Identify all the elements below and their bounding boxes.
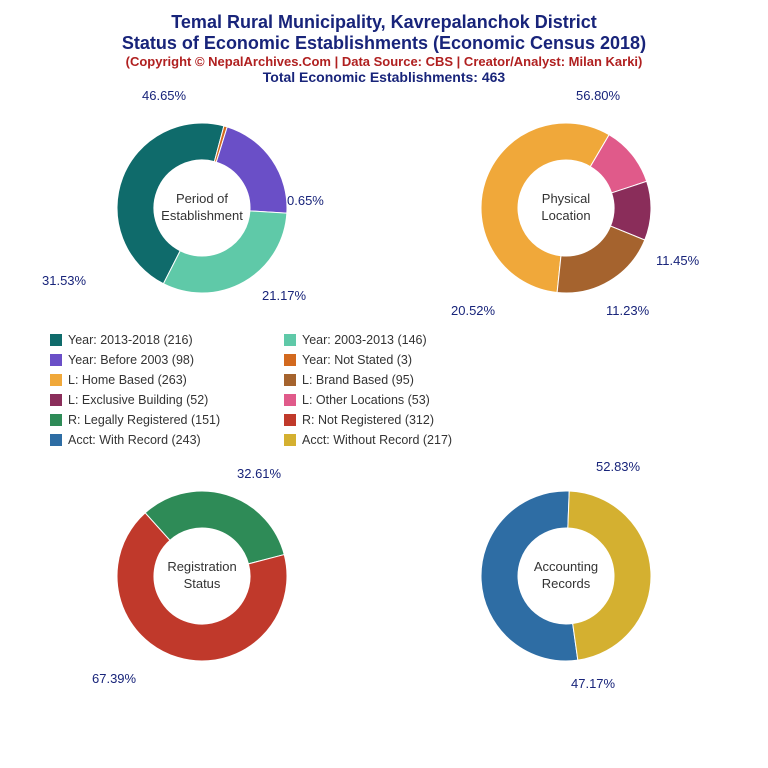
legend-item-5: L: Brand Based (95) [284, 373, 494, 387]
slice-location-3 [557, 226, 645, 293]
pct-label-period-1: 0.65% [287, 193, 324, 208]
title-line-1: Temal Rural Municipality, Kavrepalanchok… [20, 12, 748, 33]
legend-item-4: L: Home Based (263) [50, 373, 260, 387]
legend-label: Year: Not Stated (3) [302, 353, 412, 367]
pct-label-registration-0: 32.61% [237, 466, 281, 481]
legend-swatch [50, 434, 62, 446]
pct-label-period-3: 31.53% [42, 273, 86, 288]
legend-swatch [50, 334, 62, 346]
legend-swatch [284, 374, 296, 386]
legend-item-6: L: Exclusive Building (52) [50, 393, 260, 407]
center-label-registration: Registration Status [152, 559, 252, 593]
legend-swatch [50, 394, 62, 406]
pct-label-location-2: 11.23% [606, 303, 649, 318]
chart-period: Period of Establishment46.65%0.65%21.17%… [32, 93, 372, 323]
pct-label-location-0: 56.80% [576, 88, 620, 103]
pct-label-accounting-0: 52.83% [596, 459, 640, 474]
legend-item-2: Year: Before 2003 (98) [50, 353, 260, 367]
legend-item-9: R: Not Registered (312) [284, 413, 494, 427]
header-block: Temal Rural Municipality, Kavrepalanchok… [20, 12, 748, 85]
center-label-accounting: Accounting Records [516, 559, 616, 593]
legend-label: Year: Before 2003 (98) [68, 353, 194, 367]
legend-label: Year: 2003-2013 (146) [302, 333, 427, 347]
legend-label: L: Other Locations (53) [302, 393, 430, 407]
slice-registration-0 [145, 491, 284, 564]
pct-label-period-2: 21.17% [262, 288, 306, 303]
legend-swatch [50, 374, 62, 386]
legend-label: L: Brand Based (95) [302, 373, 414, 387]
title-line-2: Status of Economic Establishments (Econo… [20, 33, 748, 54]
legend-item-7: L: Other Locations (53) [284, 393, 494, 407]
legend-label: R: Not Registered (312) [302, 413, 434, 427]
pct-label-location-1: 11.45% [656, 253, 699, 268]
legend-label: Acct: Without Record (217) [302, 433, 452, 447]
chart-registration: Registration Status 32.61% 67.39% [32, 461, 372, 691]
legend-label: Acct: With Record (243) [68, 433, 201, 447]
chart-accounting: Accounting Records 52.83% 47.17% [396, 461, 736, 691]
legend-item-1: Year: 2003-2013 (146) [284, 333, 494, 347]
legend-label: R: Legally Registered (151) [68, 413, 220, 427]
legend-swatch [50, 354, 62, 366]
legend-item-11: Acct: Without Record (217) [284, 433, 494, 447]
chart-location: Physical Location56.80%11.45%11.23%20.52… [396, 93, 736, 323]
legend-label: Year: 2013-2018 (216) [68, 333, 193, 347]
center-label-period: Period of Establishment [152, 191, 252, 225]
pct-label-location-3: 20.52% [451, 303, 495, 318]
legend-label: L: Exclusive Building (52) [68, 393, 208, 407]
legend-swatch [284, 394, 296, 406]
center-label-location: Physical Location [516, 191, 616, 225]
pct-label-period-0: 46.65% [142, 88, 186, 103]
legend-label: L: Home Based (263) [68, 373, 187, 387]
legend-item-3: Year: Not Stated (3) [284, 353, 494, 367]
legend-swatch [50, 414, 62, 426]
legend-item-8: R: Legally Registered (151) [50, 413, 260, 427]
legend: Year: 2013-2018 (216) Year: 2003-2013 (14… [20, 327, 748, 453]
pct-label-registration-1: 67.39% [92, 671, 136, 686]
legend-swatch [284, 434, 296, 446]
legend-swatch [284, 354, 296, 366]
legend-item-10: Acct: With Record (243) [50, 433, 260, 447]
legend-item-0: Year: 2013-2018 (216) [50, 333, 260, 347]
legend-swatch [284, 334, 296, 346]
copyright-line: (Copyright © NepalArchives.Com | Data So… [20, 54, 748, 69]
pct-label-accounting-1: 47.17% [571, 676, 615, 691]
total-line: Total Economic Establishments: 463 [20, 69, 748, 85]
legend-swatch [284, 414, 296, 426]
